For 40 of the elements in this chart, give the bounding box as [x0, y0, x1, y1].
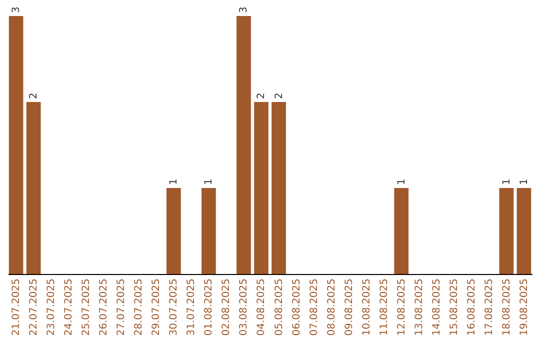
- x-tick-label: 14.08.2025: [431, 278, 442, 336]
- x-tick-label: 26.07.2025: [98, 278, 110, 336]
- x-tick-label: 25.07.2025: [81, 278, 92, 336]
- x-tick-label: 24.07.2025: [64, 278, 75, 336]
- x-tick-label: 31.07.2025: [186, 278, 198, 336]
- x-tick-label: 29.07.2025: [151, 278, 162, 336]
- x-tick-label: 01.08.2025: [204, 278, 215, 336]
- data-label: 1: [518, 178, 530, 185]
- x-tick-label: 22.07.2025: [28, 278, 40, 336]
- data-label: 1: [396, 178, 408, 185]
- x-tick-label: 23.07.2025: [46, 278, 58, 336]
- x-tick-label: 04.08.2025: [256, 278, 268, 336]
- x-tick-label: 07.08.2025: [308, 278, 320, 336]
- x-tick-label: 18.08.2025: [501, 278, 512, 336]
- x-tick-label: 05.08.2025: [274, 278, 285, 336]
- data-label: 3: [238, 6, 250, 13]
- x-tick-label: 09.08.2025: [344, 278, 355, 336]
- x-tick-label: 19.08.2025: [518, 278, 530, 336]
- x-tick-label: 03.08.2025: [238, 278, 250, 336]
- x-tick-label: 15.08.2025: [448, 278, 460, 336]
- x-tick-label: 13.08.2025: [414, 278, 425, 336]
- data-label: 2: [256, 92, 268, 99]
- data-label: 1: [204, 178, 215, 185]
- x-tick-label: 28.07.2025: [134, 278, 145, 336]
- x-tick-label: 27.07.2025: [116, 278, 128, 336]
- x-tick-label: 06.08.2025: [291, 278, 302, 336]
- x-tick-label: 02.08.2025: [221, 278, 232, 336]
- x-tick-label: 12.08.2025: [396, 278, 408, 336]
- data-label: 3: [11, 6, 22, 13]
- data-label: 2: [274, 92, 285, 99]
- x-tick-label: 11.08.2025: [378, 278, 390, 336]
- x-tick-label: 21.07.2025: [11, 278, 22, 336]
- x-tick-label: 16.08.2025: [466, 278, 478, 336]
- x-tick-label: 08.08.2025: [326, 278, 338, 336]
- data-label: 2: [28, 92, 40, 99]
- x-tick-label: 30.07.2025: [168, 278, 180, 336]
- x-tick-label: 17.08.2025: [484, 278, 495, 336]
- x-tick-label: 10.08.2025: [361, 278, 372, 336]
- data-label: 1: [168, 178, 180, 185]
- data-label: 1: [501, 178, 512, 185]
